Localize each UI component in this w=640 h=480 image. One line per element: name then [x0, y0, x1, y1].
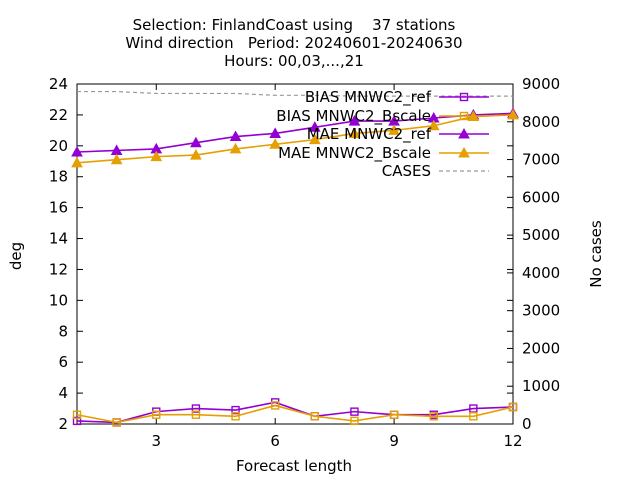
series-line — [76, 401, 514, 424]
data-point — [350, 416, 359, 426]
data-point — [469, 412, 478, 421]
data-point — [429, 412, 438, 421]
y-tick-label: 16 — [49, 199, 68, 217]
data-point — [191, 404, 201, 413]
y2-axis-label: No cases — [587, 220, 605, 288]
x-tick-label: 3 — [151, 432, 161, 450]
series-4 — [77, 90, 513, 97]
x-tick-label: 6 — [270, 432, 280, 450]
title-line-1: Selection: FinlandCoast using 37 station… — [133, 16, 456, 34]
y-tick-label: 20 — [49, 137, 68, 155]
data-point — [508, 402, 518, 412]
y2-tick-label: 7000 — [522, 151, 560, 169]
data-point — [150, 150, 163, 162]
data-point — [458, 127, 470, 139]
legend-label: CASES — [382, 162, 431, 180]
y-tick-label: 2 — [58, 415, 68, 433]
y-axis-label: deg — [7, 242, 25, 270]
data-point — [71, 145, 83, 157]
data-point — [269, 127, 282, 138]
data-point — [507, 108, 519, 120]
y2-tick-label: 1000 — [522, 377, 560, 395]
y-tick-label: 14 — [49, 230, 68, 248]
y2-tick-label: 8000 — [522, 113, 560, 131]
data-point — [112, 418, 121, 427]
legend-label: MAE MNWC2_Bscale — [278, 144, 431, 163]
legend-label: BIAS MNWC2_Bscale — [276, 107, 431, 126]
data-point — [110, 153, 123, 165]
data-point — [231, 405, 240, 415]
title-line-2: Wind direction Period: 20240601-20240630 — [125, 34, 462, 52]
y-tick-label: 12 — [49, 260, 68, 278]
data-point — [152, 410, 161, 419]
data-point — [350, 407, 359, 416]
data-point — [458, 146, 470, 158]
data-point — [308, 121, 321, 132]
y-tick-label: 10 — [49, 291, 68, 309]
series-line — [77, 90, 513, 97]
y2-tick-label: 3000 — [522, 302, 560, 320]
plot-frame — [76, 83, 514, 425]
legend-label: BIAS MNWC2_ref — [305, 88, 432, 107]
y-tick-label: 8 — [58, 322, 68, 340]
x-tick-label: 9 — [389, 432, 399, 450]
data-point — [348, 115, 361, 126]
data-point — [270, 401, 280, 410]
data-point — [190, 136, 202, 148]
x-axis: 3 6 9 12 — [151, 84, 523, 450]
data-point — [459, 92, 469, 102]
x-axis-label: Forecast length — [236, 457, 352, 475]
y2-tick-label: 4000 — [522, 264, 560, 282]
y2-tick-label: 9000 — [522, 75, 560, 93]
series-line — [76, 112, 514, 153]
data-point — [72, 416, 82, 426]
series-0 — [72, 398, 518, 427]
title-line-3: Hours: 00,03,...,21 — [224, 52, 364, 70]
legend-label: MAE MNWC2_ref — [307, 125, 432, 144]
series-layer — [71, 90, 519, 427]
chart-title: Selection: FinlandCoast using 37 station… — [125, 16, 462, 70]
y2-tick-label: 5000 — [522, 226, 560, 244]
data-point — [389, 410, 399, 419]
y-tick-label: 24 — [49, 75, 68, 93]
y2-axis: 0 1000 2000 3000 4000 5000 6000 7000 8000 9000 — [507, 75, 560, 433]
data-point — [71, 156, 83, 168]
y2-tick-label: 2000 — [522, 339, 560, 357]
y-tick-label: 22 — [49, 106, 68, 124]
data-point — [229, 142, 242, 154]
y2-tick-label: 6000 — [522, 188, 560, 206]
series-3 — [71, 108, 519, 168]
data-point — [469, 404, 478, 413]
series-line — [76, 114, 514, 164]
data-point — [348, 127, 361, 138]
y-tick-label: 18 — [49, 168, 68, 186]
data-point — [388, 124, 400, 135]
data-point — [310, 412, 320, 421]
y2-tick-label: 0 — [522, 415, 532, 433]
data-point — [229, 130, 242, 142]
series-1 — [72, 401, 518, 427]
data-point — [427, 119, 440, 131]
data-point — [308, 133, 321, 145]
y-tick-label: 4 — [58, 384, 68, 402]
data-point — [190, 149, 202, 160]
data-point — [191, 410, 201, 419]
data-point — [231, 412, 240, 421]
series-line — [76, 404, 514, 424]
data-point — [269, 138, 282, 149]
y-tick-label: 6 — [58, 353, 68, 371]
x-tick-label: 12 — [503, 432, 522, 450]
data-point — [72, 410, 82, 419]
data-point — [459, 111, 469, 121]
